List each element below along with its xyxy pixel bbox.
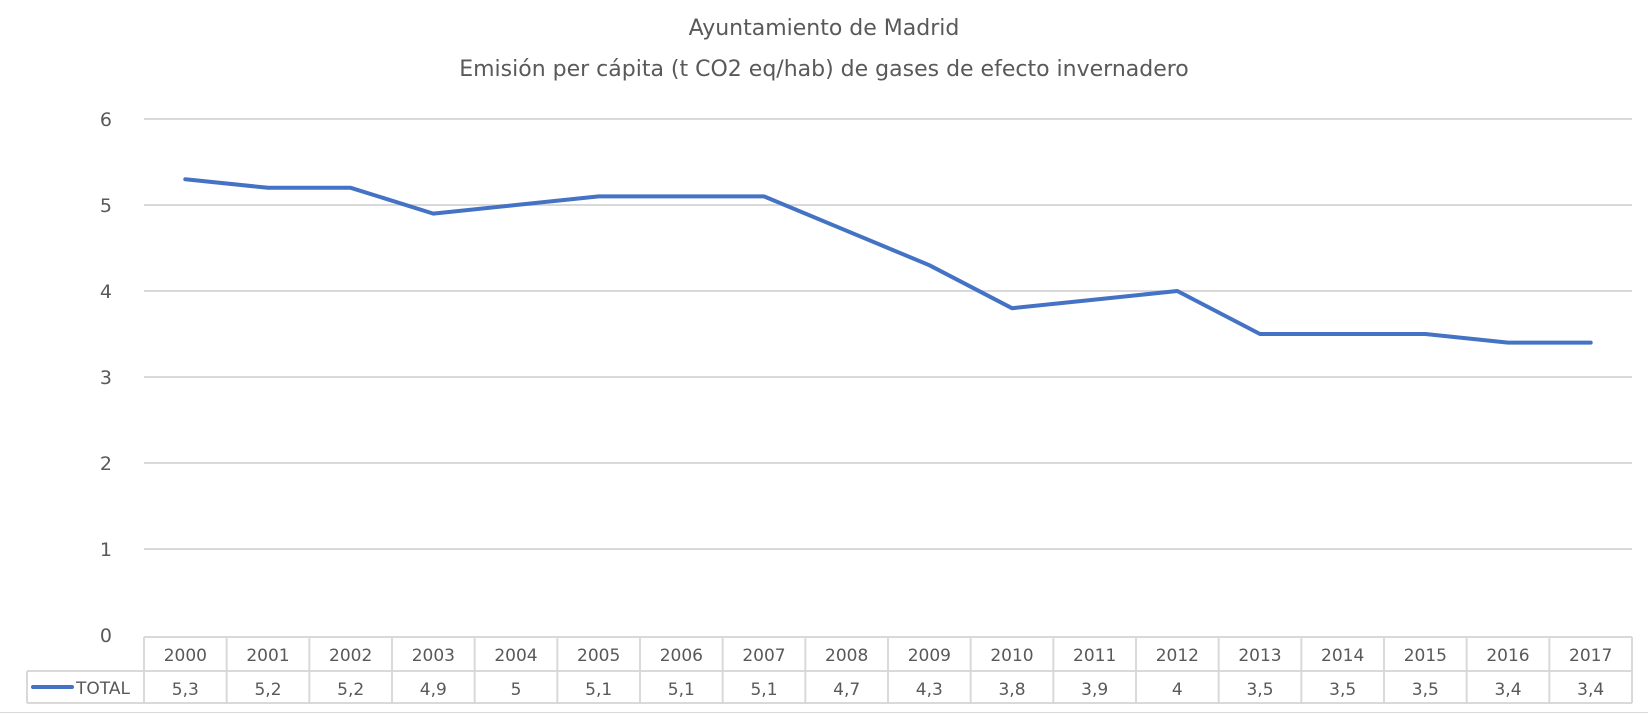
- data-label: 3,8: [998, 680, 1025, 700]
- x-tick-label: 2008: [825, 646, 868, 666]
- data-label: 5,1: [668, 680, 695, 700]
- x-tick-label: 2003: [412, 646, 455, 666]
- y-tick-label: 4: [100, 281, 112, 303]
- y-tick-label: 5: [100, 195, 112, 217]
- x-tick-label: 2006: [660, 646, 703, 666]
- data-label: 3,5: [1412, 680, 1439, 700]
- data-label: 5,1: [750, 680, 777, 700]
- data-label: 5,2: [254, 680, 281, 700]
- chart-title: Ayuntamiento de Madrid: [688, 16, 960, 41]
- x-tick-label: 2009: [908, 646, 951, 666]
- x-tick-label: 2000: [164, 646, 207, 666]
- x-tick-label: 2010: [990, 646, 1033, 666]
- x-tick-label: 2017: [1569, 646, 1612, 666]
- y-tick-label: 3: [100, 367, 112, 389]
- data-label: 3,4: [1577, 680, 1604, 700]
- data-label: 3,4: [1494, 680, 1521, 700]
- x-tick-label: 2007: [742, 646, 785, 666]
- x-tick-label: 2015: [1404, 646, 1447, 666]
- y-tick-label: 6: [100, 109, 112, 131]
- data-label: 3,5: [1329, 680, 1356, 700]
- x-tick-label: 2014: [1321, 646, 1364, 666]
- x-tick-label: 2002: [329, 646, 372, 666]
- x-tick-label: 2012: [1156, 646, 1199, 666]
- chart-subtitle: Emisión per cápita (t CO2 eq/hab) de gas…: [459, 57, 1189, 82]
- x-tick-label: 2005: [577, 646, 620, 666]
- y-tick-label: 2: [100, 453, 112, 475]
- series-line-total: [183, 177, 1593, 345]
- data-label: 4,9: [420, 680, 447, 700]
- y-tick-label: 0: [100, 625, 112, 647]
- x-tick-label: 2011: [1073, 646, 1116, 666]
- y-tick-label: 1: [100, 539, 112, 561]
- data-label: 5: [511, 680, 522, 700]
- data-label: 5,2: [337, 680, 364, 700]
- legend-label: TOTAL: [75, 679, 130, 699]
- data-label: 3,9: [1081, 680, 1108, 700]
- data-label: 4: [1172, 680, 1183, 700]
- data-label: 4,3: [916, 680, 943, 700]
- data-label: 3,5: [1246, 680, 1273, 700]
- data-label: 5,1: [585, 680, 612, 700]
- divider: [0, 712, 1648, 713]
- data-label: 5,3: [172, 680, 199, 700]
- x-tick-label: 2001: [246, 646, 289, 666]
- x-tick-label: 2016: [1486, 646, 1529, 666]
- x-tick-label: 2013: [1238, 646, 1281, 666]
- x-tick-label: 2004: [494, 646, 537, 666]
- data-label: 4,7: [833, 680, 860, 700]
